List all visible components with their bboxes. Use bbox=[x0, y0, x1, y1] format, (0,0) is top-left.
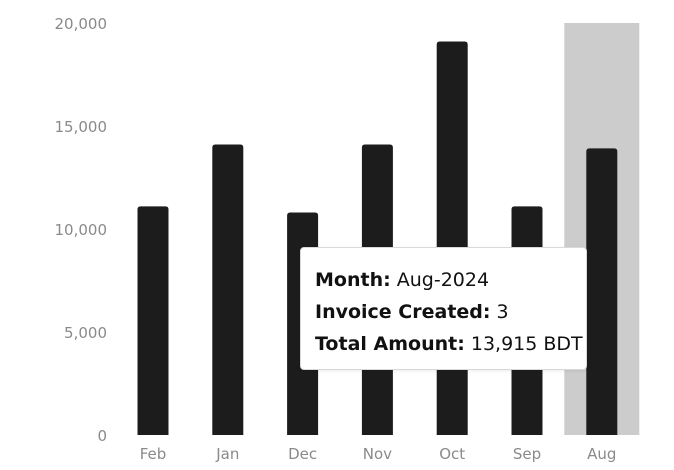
tooltip-month-value: Aug-2024 bbox=[396, 269, 490, 291]
y-tick-label: 0 bbox=[97, 427, 107, 445]
x-tick-label: Sep bbox=[513, 445, 541, 463]
bar-feb bbox=[137, 206, 169, 435]
y-tick-label: 5,000 bbox=[64, 324, 107, 342]
chart-tooltip: Month: Aug-2024 Invoice Created: 3 Total… bbox=[300, 247, 587, 370]
x-tick-label: Nov bbox=[363, 445, 392, 463]
x-tick-label: Aug bbox=[587, 445, 616, 463]
tooltip-amount-row: Total Amount: 13,915 BDT bbox=[315, 328, 583, 360]
x-tick-label: Dec bbox=[288, 445, 317, 463]
tooltip-invoice-row: Invoice Created: 3 bbox=[315, 296, 572, 328]
y-tick-label: 10,000 bbox=[55, 221, 108, 239]
x-tick-label: Oct bbox=[439, 445, 465, 463]
x-tick-label: Feb bbox=[140, 445, 167, 463]
tooltip-month-row: Month: Aug-2024 bbox=[315, 264, 572, 296]
tooltip-amount-value: 13,915 BDT bbox=[470, 333, 583, 355]
tooltip-invoice-value: 3 bbox=[496, 301, 509, 323]
y-tick-label: 20,000 bbox=[55, 15, 108, 33]
bar-jan bbox=[212, 144, 244, 436]
x-tick-label: Jan bbox=[215, 445, 239, 463]
tooltip-month-label: Month: bbox=[315, 269, 391, 291]
bar-aug bbox=[586, 148, 618, 435]
y-tick-label: 15,000 bbox=[55, 118, 108, 136]
tooltip-invoice-label: Invoice Created: bbox=[315, 301, 491, 323]
bar-oct bbox=[436, 41, 468, 435]
tooltip-amount-label: Total Amount: bbox=[315, 333, 465, 355]
